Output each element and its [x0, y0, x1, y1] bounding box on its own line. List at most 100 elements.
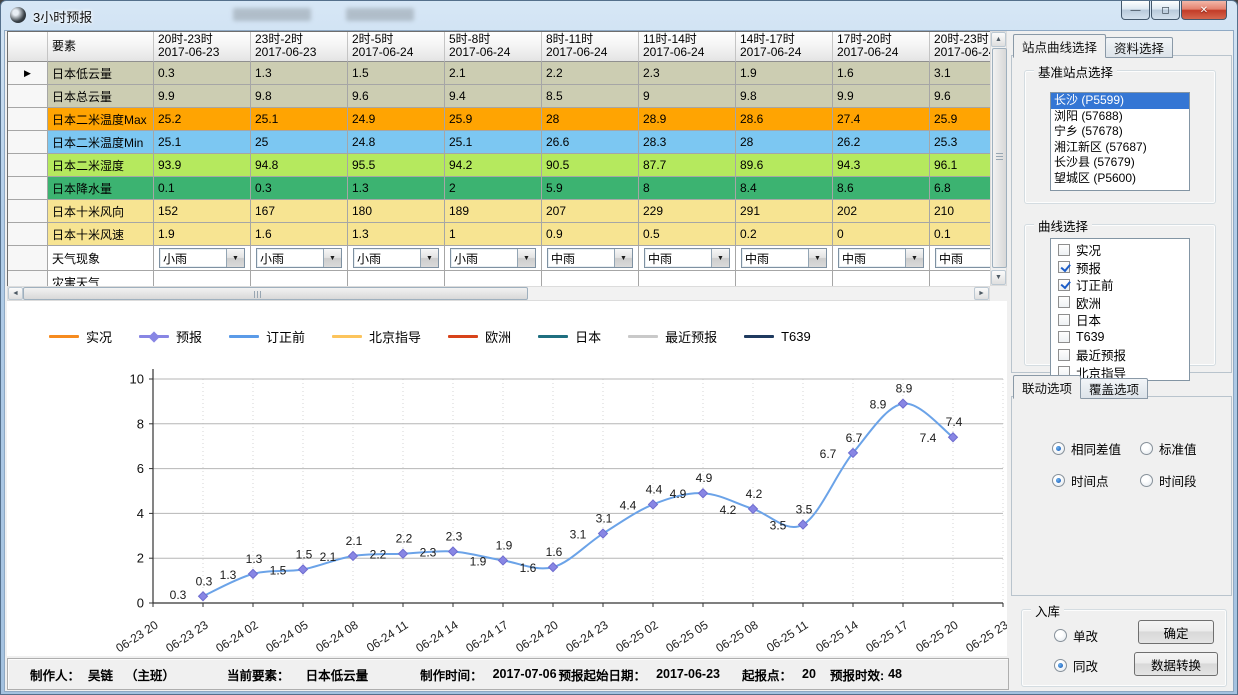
- table-cell[interactable]: 90.5: [542, 154, 639, 177]
- row-selector-cell[interactable]: [8, 108, 48, 131]
- series-marker-yubao[interactable]: [947, 432, 959, 443]
- scrollbar-track[interactable]: [528, 287, 974, 300]
- station-list-item[interactable]: 望城区 (P5600): [1054, 170, 1137, 185]
- table-cell[interactable]: 25: [251, 131, 348, 154]
- table-cell[interactable]: 1.6: [833, 62, 930, 85]
- row-selector-cell[interactable]: ▶: [8, 62, 48, 85]
- table-cell[interactable]: 9.6: [348, 85, 445, 108]
- table-cell[interactable]: 27.4: [833, 108, 930, 131]
- table-cell[interactable]: 2.2: [542, 62, 639, 85]
- table-cell[interactable]: 89.6: [736, 154, 833, 177]
- series-marker-yubao[interactable]: [197, 591, 209, 602]
- confirm-button[interactable]: 确定: [1138, 620, 1214, 644]
- row-selector-cell[interactable]: [8, 85, 48, 108]
- weather-combo-cell[interactable]: 小雨 ▼: [445, 246, 542, 271]
- combobox-dropdown-button[interactable]: ▼: [808, 249, 826, 267]
- series-marker-yubao[interactable]: [847, 447, 859, 459]
- table-cell[interactable]: 2: [445, 177, 542, 200]
- table-cell[interactable]: 0: [833, 223, 930, 246]
- table-cell[interactable]: 8.5: [542, 85, 639, 108]
- station-list-item[interactable]: 湘江新区 (57687): [1054, 139, 1147, 154]
- combobox-dropdown-button[interactable]: ▼: [517, 249, 535, 267]
- scrollbar-thumb[interactable]: [23, 287, 528, 300]
- maximize-button[interactable]: ◻: [1151, 1, 1180, 20]
- table-cell[interactable]: [930, 271, 990, 286]
- table-cell[interactable]: [542, 271, 639, 286]
- column-header[interactable]: 20时-23时 2017-06-24: [930, 32, 990, 62]
- table-cell[interactable]: [445, 271, 542, 286]
- radio-time-point[interactable]: 时间点: [1052, 471, 1109, 490]
- series-marker-yubao[interactable]: [597, 528, 609, 539]
- table-cell[interactable]: 25.1: [154, 131, 251, 154]
- radio-sync-edit[interactable]: 同改: [1054, 656, 1098, 675]
- table-cell[interactable]: 0.3: [251, 177, 348, 200]
- table-cell[interactable]: 26.6: [542, 131, 639, 154]
- station-list-item[interactable]: 长沙 (P5599): [1051, 93, 1189, 109]
- table-cell[interactable]: 2.3: [639, 62, 736, 85]
- station-list-item[interactable]: 宁乡 (57678): [1054, 124, 1123, 138]
- table-cell[interactable]: 25.9: [930, 108, 990, 131]
- table-cell[interactable]: 9.8: [251, 85, 348, 108]
- row-selector-cell[interactable]: [8, 271, 48, 286]
- checkbox-icon[interactable]: [1058, 348, 1070, 361]
- station-listbox[interactable]: 长沙 (P5599) 浏阳 (57688) 宁乡 (57678) 湘江新区 (5768…: [1050, 92, 1190, 191]
- table-horizontal-scrollbar[interactable]: ◄ ►: [7, 286, 990, 301]
- table-cell[interactable]: 96.1: [930, 154, 990, 177]
- row-selector-cell[interactable]: [8, 131, 48, 154]
- combobox-dropdown-button[interactable]: ▼: [420, 249, 438, 267]
- curve-checkbox-row[interactable]: 订正前: [1051, 276, 1189, 294]
- tab-overlay-options[interactable]: 覆盖选项: [1080, 378, 1149, 399]
- series-marker-yubao[interactable]: [697, 488, 709, 499]
- tab-link-options[interactable]: 联动选项: [1013, 375, 1082, 399]
- table-cell[interactable]: 1.9: [736, 62, 833, 85]
- tab-data-select[interactable]: 资料选择: [1105, 37, 1174, 58]
- series-marker-yubao[interactable]: [247, 568, 259, 580]
- weather-combo-cell[interactable]: 小雨 ▼: [348, 246, 445, 271]
- table-cell[interactable]: 1.3: [251, 62, 348, 85]
- series-marker-yubao[interactable]: [297, 564, 309, 575]
- table-cell[interactable]: 1.3: [348, 177, 445, 200]
- series-marker-yubao[interactable]: [497, 555, 509, 566]
- table-cell[interactable]: 229: [639, 200, 736, 223]
- table-cell[interactable]: 9.6: [930, 85, 990, 108]
- table-cell[interactable]: 1.5: [348, 62, 445, 85]
- table-cell[interactable]: 1.9: [154, 223, 251, 246]
- table-cell[interactable]: [348, 271, 445, 286]
- series-marker-yubao[interactable]: [447, 546, 459, 557]
- weather-combobox[interactable]: 小雨 ▼: [159, 248, 245, 268]
- row-selector-cell[interactable]: [8, 154, 48, 177]
- column-header[interactable]: 2时-5时 2017-06-24: [348, 32, 445, 62]
- table-cell[interactable]: 0.2: [736, 223, 833, 246]
- table-cell[interactable]: 3.1: [930, 62, 990, 85]
- table-cell[interactable]: 5.9: [542, 177, 639, 200]
- combobox-dropdown-button[interactable]: ▼: [905, 249, 923, 267]
- weather-combo-cell[interactable]: 中雨 ▼: [833, 246, 930, 271]
- table-cell[interactable]: [154, 271, 251, 286]
- column-header[interactable]: 23时-2时 2017-06-23: [251, 32, 348, 62]
- table-cell[interactable]: 87.7: [639, 154, 736, 177]
- weather-combobox[interactable]: 小雨 ▼: [353, 248, 439, 268]
- radio-standard-value[interactable]: 标准值: [1140, 439, 1197, 458]
- table-cell[interactable]: 94.8: [251, 154, 348, 177]
- table-cell[interactable]: 9.9: [154, 85, 251, 108]
- tab-station-curve-select[interactable]: 站点曲线选择: [1013, 34, 1107, 58]
- series-marker-yubao[interactable]: [397, 548, 409, 559]
- combobox-dropdown-button[interactable]: ▼: [711, 249, 729, 267]
- column-header[interactable]: 20时-23时 2017-06-23: [154, 32, 251, 62]
- table-cell[interactable]: 1: [445, 223, 542, 246]
- table-cell[interactable]: 210: [930, 200, 990, 223]
- table-cell[interactable]: 25.9: [445, 108, 542, 131]
- row-selector-cell[interactable]: [8, 223, 48, 246]
- column-header[interactable]: 5时-8时 2017-06-24: [445, 32, 542, 62]
- table-cell[interactable]: 28.9: [639, 108, 736, 131]
- checkbox-icon[interactable]: [1058, 296, 1070, 309]
- table-cell[interactable]: 207: [542, 200, 639, 223]
- close-button[interactable]: ✕: [1181, 1, 1227, 20]
- table-cell[interactable]: 8: [639, 177, 736, 200]
- station-list-item[interactable]: 长沙县 (57679): [1054, 155, 1135, 169]
- table-cell[interactable]: 94.3: [833, 154, 930, 177]
- checkbox-icon[interactable]: [1058, 261, 1070, 274]
- column-header[interactable]: 11时-14时 2017-06-24: [639, 32, 736, 62]
- table-cell[interactable]: 28: [736, 131, 833, 154]
- table-cell[interactable]: 28.6: [736, 108, 833, 131]
